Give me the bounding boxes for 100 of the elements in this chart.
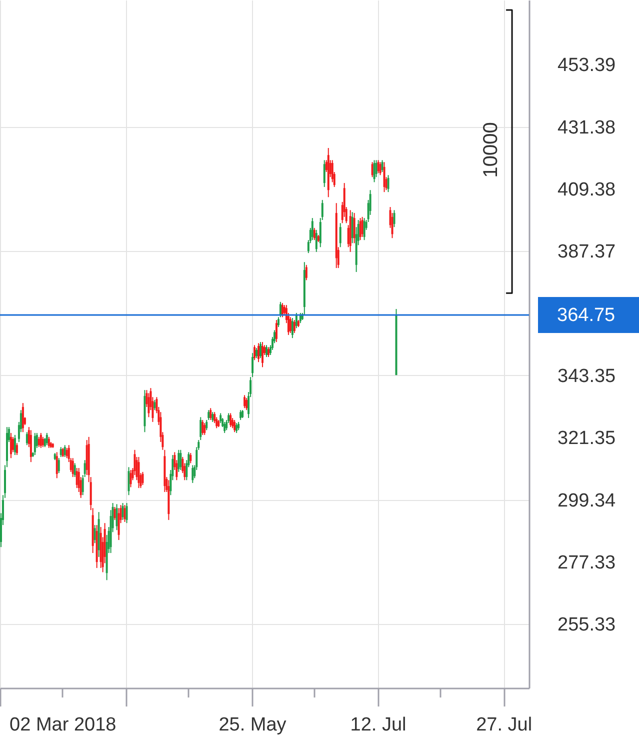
candlestick bbox=[315, 229, 318, 252]
candlestick bbox=[289, 316, 292, 334]
candlestick bbox=[359, 218, 362, 241]
candlestick bbox=[377, 160, 380, 174]
candlestick bbox=[214, 412, 216, 424]
y-tick-label: 321.35 bbox=[558, 428, 616, 450]
candlestick bbox=[371, 162, 374, 178]
candlestick bbox=[293, 319, 296, 334]
candlestick bbox=[246, 397, 248, 411]
candlestick bbox=[178, 449, 180, 472]
candlestick bbox=[10, 432, 12, 459]
candlestick bbox=[30, 430, 32, 463]
candlestick bbox=[94, 524, 96, 544]
candlestick bbox=[339, 222, 342, 248]
candlestick bbox=[240, 410, 242, 420]
candlestick bbox=[291, 318, 294, 339]
y-tick-label: 387.37 bbox=[558, 242, 616, 263]
candlestick bbox=[236, 422, 238, 434]
candlestick bbox=[40, 432, 42, 448]
candlestick bbox=[200, 416, 202, 441]
candlestick bbox=[210, 408, 212, 420]
candlestick bbox=[353, 212, 356, 244]
candlestick bbox=[180, 449, 182, 470]
candlestick bbox=[48, 436, 50, 448]
candlestick bbox=[142, 471, 144, 486]
candlestick bbox=[234, 419, 236, 433]
candlestick bbox=[351, 212, 354, 244]
candlestick bbox=[128, 466, 130, 496]
candlestick bbox=[232, 417, 234, 429]
candlestick bbox=[124, 504, 126, 522]
candlestick bbox=[154, 399, 156, 411]
candlestick bbox=[192, 464, 194, 484]
ref-line-label: 364.75 bbox=[557, 305, 616, 326]
candlestick bbox=[244, 394, 246, 409]
candlestick bbox=[72, 458, 74, 478]
candlestick bbox=[277, 316, 280, 328]
candlestick bbox=[34, 432, 36, 456]
candlestick bbox=[279, 301, 282, 318]
y-tick-label: 453.39 bbox=[558, 55, 616, 76]
candlestick bbox=[66, 447, 68, 459]
candlestick bbox=[138, 456, 140, 489]
candlestick bbox=[60, 446, 62, 458]
candlestick bbox=[204, 422, 206, 436]
candlestick bbox=[64, 444, 66, 458]
candlestick bbox=[373, 160, 376, 183]
candlestick bbox=[295, 312, 298, 329]
candlestick bbox=[122, 502, 124, 520]
candlestick bbox=[258, 342, 260, 363]
x-tick-label: 12. Jul bbox=[350, 714, 406, 736]
candlestick bbox=[311, 218, 314, 241]
candlestick bbox=[190, 452, 192, 464]
candlestick bbox=[114, 506, 116, 520]
candlestick bbox=[208, 410, 210, 420]
candlestick bbox=[22, 402, 24, 433]
candlestick bbox=[260, 342, 262, 359]
candlestick bbox=[375, 160, 378, 178]
candlestick bbox=[281, 302, 284, 318]
candlestick bbox=[381, 160, 384, 172]
y-tick-label: 299.34 bbox=[558, 490, 616, 512]
candlestick bbox=[313, 227, 316, 241]
y-tick-label: 409.38 bbox=[558, 180, 616, 200]
candlestick bbox=[62, 447, 64, 458]
candlestick bbox=[56, 452, 58, 479]
candlestick bbox=[116, 504, 118, 531]
y-tick-label: 255.33 bbox=[558, 614, 616, 636]
candlestick bbox=[254, 344, 256, 361]
candlestick bbox=[256, 347, 258, 359]
candlestick bbox=[331, 160, 334, 183]
candlestick bbox=[361, 216, 364, 238]
candlestick bbox=[76, 467, 78, 489]
candlestick bbox=[323, 160, 326, 188]
y-tick-label: 343.35 bbox=[558, 366, 616, 387]
candlestick bbox=[118, 508, 120, 541]
candlestick bbox=[38, 436, 40, 448]
candlestick bbox=[379, 162, 382, 176]
candlestick bbox=[252, 352, 254, 378]
x-tick-label: 02 Mar 2018 bbox=[10, 714, 116, 736]
candlestick bbox=[262, 342, 264, 368]
candlestick bbox=[206, 419, 208, 431]
candlestick bbox=[363, 218, 366, 241]
candlestick bbox=[224, 421, 226, 434]
y-tick-label: 277.33 bbox=[558, 552, 616, 574]
candlestick bbox=[275, 319, 278, 343]
y-tick-label: 431.38 bbox=[558, 117, 616, 138]
candlestick bbox=[202, 419, 204, 436]
candlestick bbox=[14, 434, 16, 456]
annotation: 10000 bbox=[480, 122, 502, 178]
candlestick bbox=[383, 162, 386, 193]
candlestick bbox=[230, 412, 232, 428]
candlestick bbox=[46, 432, 48, 446]
candlestick bbox=[126, 502, 128, 524]
candlestick bbox=[212, 412, 214, 422]
candlestick bbox=[74, 462, 76, 478]
candlestick bbox=[265, 344, 268, 358]
candlestick bbox=[58, 458, 60, 474]
x-tick-label: 25. May bbox=[218, 714, 287, 736]
candlestick bbox=[42, 436, 44, 448]
candlestick bbox=[393, 210, 396, 228]
x-tick-label: 27. Jul bbox=[476, 714, 532, 736]
candlestick bbox=[16, 442, 18, 456]
